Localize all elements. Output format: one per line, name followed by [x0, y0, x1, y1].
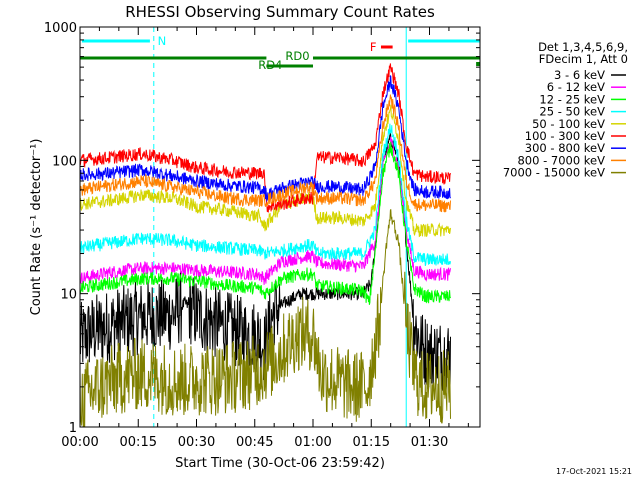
series-line — [79, 123, 451, 266]
y-axis-label: Count Rate (s⁻¹ detector⁻¹) — [29, 139, 44, 316]
series-group — [79, 63, 451, 428]
legend-entry-label: 3 - 6 keV — [554, 68, 605, 82]
series-line — [79, 136, 451, 286]
y-tick-label: 10 — [60, 288, 77, 303]
legend-header: FDecim 1, Att 0 — [539, 52, 628, 66]
chart-title: RHESSI Observing Summary Count Rates — [125, 3, 435, 21]
series-line — [79, 141, 451, 305]
rd4-label: RD4 — [258, 58, 282, 72]
legend-entry-label: 50 - 100 keV — [532, 117, 605, 131]
y-tick-label: 1 — [69, 421, 77, 436]
x-tick-label: 00:15 — [120, 435, 157, 450]
legend-header: Det 1,3,4,5,6,9, — [538, 40, 628, 54]
x-tick-label: 00:45 — [236, 435, 273, 450]
legend-entry-label: 12 - 25 keV — [539, 92, 605, 106]
legend-entry-label: 25 - 50 keV — [539, 105, 605, 119]
series-line — [79, 131, 451, 394]
x-tick-label: 00:30 — [178, 435, 215, 450]
x-tick-label: 00:00 — [61, 435, 98, 450]
legend-entry-label: 6 - 12 keV — [547, 80, 605, 94]
series-line — [79, 94, 451, 213]
legend-entry-label: 7000 - 15000 keV — [503, 166, 605, 180]
flare-label: F — [370, 40, 377, 54]
rd0-label: RD0 — [285, 49, 309, 63]
x-tick-label: 01:00 — [294, 435, 331, 450]
x-tick-label: 01:15 — [353, 435, 390, 450]
legend-entry-label: 300 - 800 keV — [525, 141, 605, 155]
series-line — [79, 209, 451, 428]
y-tick-label: 100 — [52, 154, 77, 169]
series-line — [79, 75, 451, 203]
legend-entry-label: 100 - 300 keV — [525, 129, 605, 143]
generation-timestamp: 17-Oct-2021 15:21 — [556, 467, 632, 476]
legend-entry-label: 800 - 7000 keV — [517, 153, 605, 167]
y-tick-label: 1000 — [44, 21, 77, 36]
axes: 00:00 00:15 00:30 00:45 01:00 01:15 01:30 1 10 10… — [44, 21, 480, 450]
plot-frame — [79, 26, 481, 428]
x-axis-label: Start Time (30-Oct-06 23:59:42) — [175, 456, 385, 471]
legend: Det 1,3,4,5,6,9,FDecim 1, Att 0 3 - 6 keV… — [503, 40, 628, 180]
night-label: N — [158, 34, 167, 48]
x-tick-label: 01:30 — [411, 435, 448, 450]
series-line — [79, 104, 451, 238]
